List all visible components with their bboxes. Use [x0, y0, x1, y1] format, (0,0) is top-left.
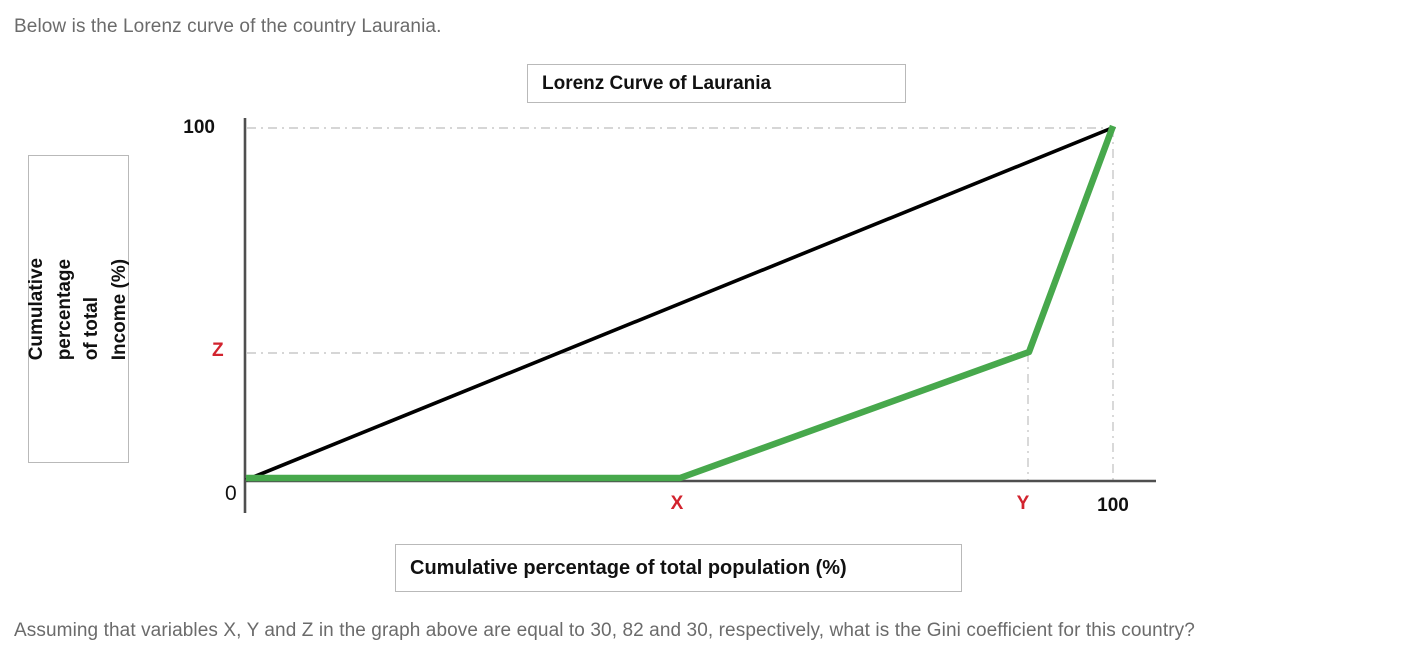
y-tick-100: 100 [183, 117, 215, 138]
x-tick-y: Y [1016, 493, 1030, 514]
y-axis-label: Cumulative percentage of total Income (%… [26, 257, 131, 361]
y-tick-z: Z [212, 340, 224, 361]
x-axis-label-box: Cumulative percentage of total populatio… [395, 544, 962, 592]
chart-title-box: Lorenz Curve of Laurania [527, 64, 906, 103]
intro-text: Below is the Lorenz curve of the country… [14, 16, 442, 37]
y-axis-label-box: Cumulative percentage of total Income (%… [26, 155, 130, 463]
x-tick-100: 100 [1097, 495, 1129, 516]
y-tick-0: 0 [225, 482, 237, 505]
equality-line [245, 126, 1113, 482]
chart-title: Lorenz Curve of Laurania [542, 72, 772, 94]
x-tick-x: X [670, 493, 684, 514]
question-text: Assuming that variables X, Y and Z in th… [14, 620, 1195, 641]
x-axis-label: Cumulative percentage of total populatio… [410, 556, 847, 579]
lorenz-curve-line [246, 124, 1117, 482]
